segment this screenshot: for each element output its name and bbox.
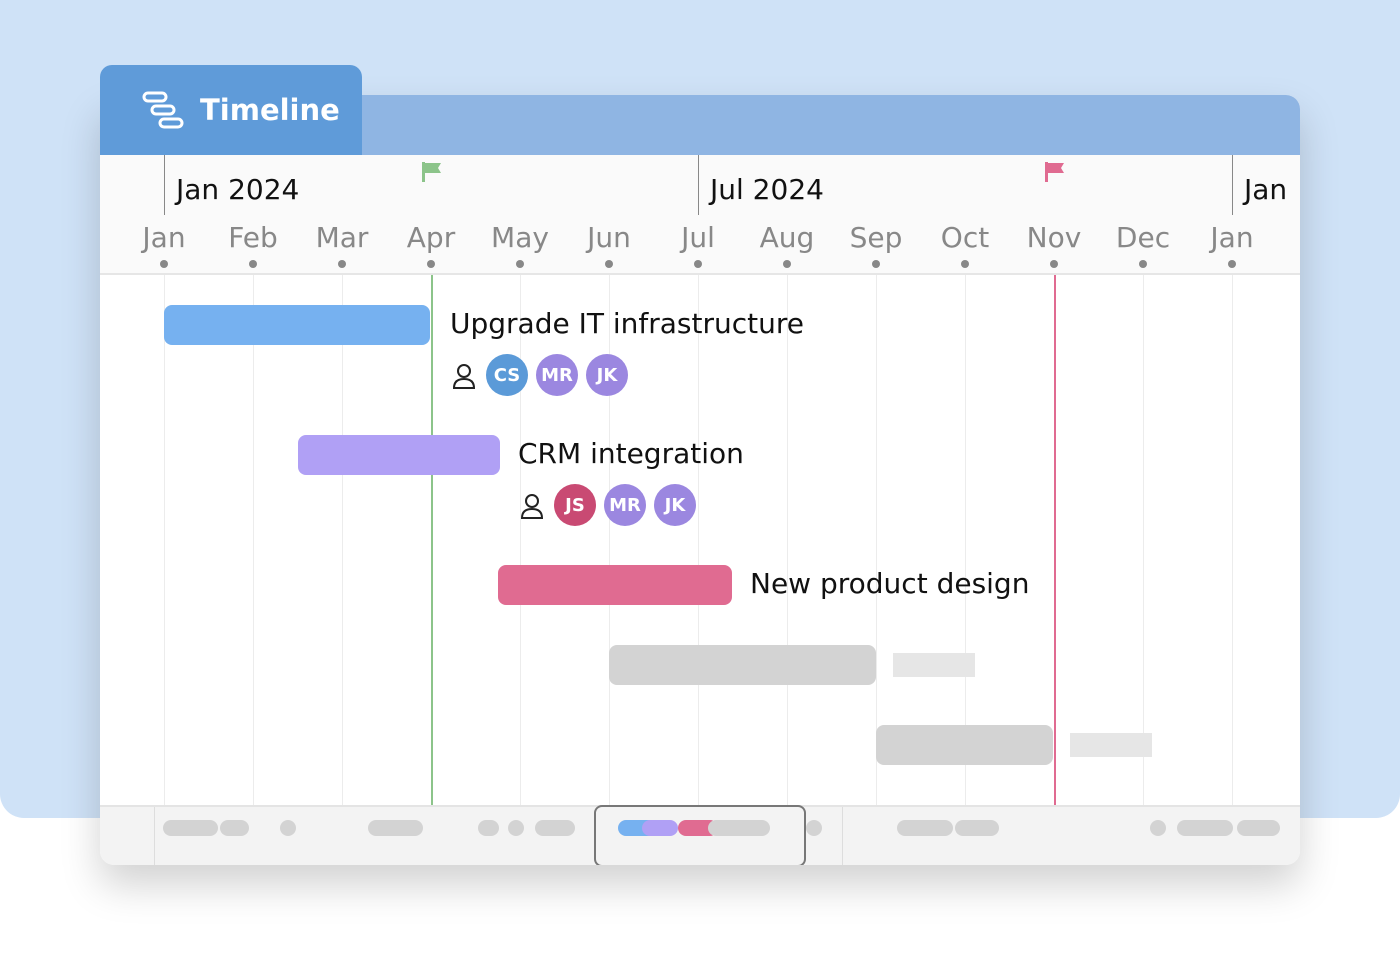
overview-pill: [1150, 820, 1166, 836]
placeholder-label: [893, 653, 975, 677]
month-gridline: [1143, 275, 1144, 805]
avatar[interactable]: MR: [604, 484, 646, 526]
month-gridline: [520, 275, 521, 805]
month-label: Oct: [940, 221, 990, 254]
overview-pill: [708, 820, 770, 836]
avatar[interactable]: MR: [536, 354, 578, 396]
month-label: Apr: [406, 221, 456, 254]
timeline-icon: [142, 91, 184, 129]
month-dot: [160, 260, 168, 268]
year-label: Jan: [1244, 173, 1288, 206]
month-gridline: [787, 275, 788, 805]
task-name: CRM integration: [518, 437, 744, 470]
year-divider: [164, 155, 165, 215]
flag-icon[interactable]: [421, 161, 443, 187]
month-dot: [694, 260, 702, 268]
avatar[interactable]: JK: [586, 354, 628, 396]
overview-pill: [642, 820, 678, 836]
month-label: Aug: [759, 221, 815, 254]
placeholder-task-bar: [876, 725, 1053, 765]
avatar[interactable]: JK: [654, 484, 696, 526]
month-dot: [605, 260, 613, 268]
overview-pill: [478, 820, 499, 836]
month-gridline: [164, 275, 165, 805]
overview-divider: [842, 807, 843, 865]
month-label: Sep: [849, 221, 903, 254]
year-label: Jul 2024: [710, 173, 824, 206]
month-gridline: [698, 275, 699, 805]
marker-line: [1054, 275, 1056, 805]
task-bar[interactable]: [498, 565, 732, 605]
month-gridline: [876, 275, 877, 805]
task-bar[interactable]: [164, 305, 430, 345]
timeline-header: Jan 2024 Jul 2024 Jan Jan Feb Mar Apr May Jun Jul…: [100, 155, 1300, 275]
month-dot: [516, 260, 524, 268]
overview-pill: [1237, 820, 1280, 836]
month-dot: [1139, 260, 1147, 268]
month-label: Jan: [142, 221, 186, 254]
month-gridline: [609, 275, 610, 805]
month-label: Nov: [1026, 221, 1082, 254]
year-divider: [698, 155, 699, 215]
month-dot: [872, 260, 880, 268]
month-gridline: [253, 275, 254, 805]
overview-pill: [368, 820, 423, 836]
month-gridline: [342, 275, 343, 805]
user-icon: [452, 363, 476, 393]
overview-pill: [220, 820, 249, 836]
month-dot: [961, 260, 969, 268]
avatar[interactable]: CS: [486, 354, 528, 396]
month-dot: [783, 260, 791, 268]
tab-title: Timeline: [200, 93, 340, 127]
year-label: Jan 2024: [176, 173, 300, 206]
timeline-card: Jan 2024 Jul 2024 Jan Jan Feb Mar Apr May Jun Jul…: [100, 95, 1300, 865]
placeholder-task-bar: [609, 645, 876, 685]
month-gridline: [965, 275, 966, 805]
task-name: New product design: [750, 567, 1030, 600]
month-label: May: [491, 221, 549, 254]
marker-line: [431, 275, 433, 805]
month-label: Dec: [1115, 221, 1171, 254]
overview-pill: [508, 820, 524, 836]
month-label: Jun: [587, 221, 631, 254]
timeline-overview-scroller[interactable]: [100, 805, 1300, 865]
overview-pill: [1177, 820, 1233, 836]
avatar[interactable]: JS: [554, 484, 596, 526]
task-name: Upgrade IT infrastructure: [450, 307, 804, 340]
month-label: Feb: [228, 221, 278, 254]
overview-pill: [955, 820, 999, 836]
overview-pill: [806, 820, 822, 836]
month-label: Jan: [1210, 221, 1254, 254]
month-label: Mar: [315, 221, 369, 254]
overview-pill: [897, 820, 953, 836]
overview-pill: [163, 820, 218, 836]
overview-viewport-handle[interactable]: [594, 805, 806, 865]
tab-timeline[interactable]: Timeline: [100, 65, 362, 155]
year-divider: [1232, 155, 1233, 215]
overview-divider: [154, 807, 155, 865]
month-dot: [338, 260, 346, 268]
timeline-body: Upgrade IT infrastructure CS MR JK CRM integ…: [100, 275, 1300, 805]
month-gridline: [1232, 275, 1233, 805]
month-dot: [1228, 260, 1236, 268]
overview-pill: [535, 820, 575, 836]
month-dot: [249, 260, 257, 268]
month-dot: [1050, 260, 1058, 268]
placeholder-label: [1070, 733, 1152, 757]
month-dot: [427, 260, 435, 268]
task-bar[interactable]: [298, 435, 500, 475]
flag-icon[interactable]: [1044, 161, 1066, 187]
user-icon: [520, 493, 544, 523]
overview-pill: [280, 820, 296, 836]
month-label: Jul: [681, 221, 715, 254]
